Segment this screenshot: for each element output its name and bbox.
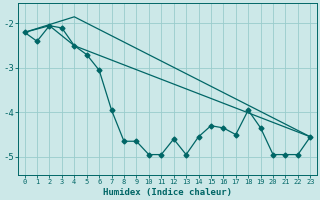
X-axis label: Humidex (Indice chaleur): Humidex (Indice chaleur) xyxy=(103,188,232,197)
